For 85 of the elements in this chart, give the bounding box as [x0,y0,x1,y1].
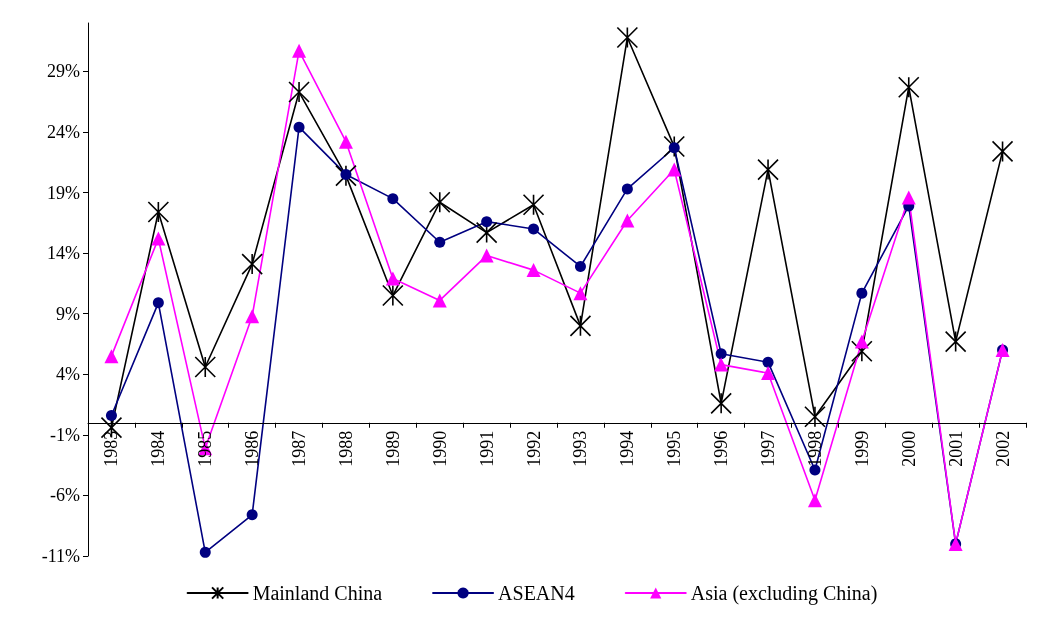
point [335,164,357,187]
point [245,309,260,324]
point [663,135,686,158]
point [481,216,493,228]
point [382,284,404,307]
point [897,76,920,98]
x-tick-label: 1988 [335,430,356,467]
point [151,231,166,246]
x-tick-label: 1985 [195,430,216,467]
x-tick-label: 2001 [945,430,966,467]
x-tick-label: 1984 [148,430,169,467]
point [761,366,776,381]
point [991,140,1014,163]
y-tick-label: 29% [47,61,80,82]
point [668,142,680,154]
y-tick-label: -11% [41,546,80,566]
point [292,43,307,58]
point [152,297,164,309]
point [851,340,873,363]
x-tick-label: 2002 [992,430,1013,467]
point [856,287,868,299]
point [757,158,779,181]
x-tick-label: 1987 [289,430,310,467]
point [104,349,119,364]
point [241,253,263,275]
y-tick-label: 24% [47,122,80,143]
point [385,271,400,286]
point [199,546,211,558]
point [528,223,540,235]
point [479,248,494,263]
x-tick-label: 1997 [758,430,779,467]
point [573,286,588,301]
x-tick-label: 1991 [476,430,497,467]
point [338,134,353,149]
point [616,26,639,49]
point [715,348,727,360]
point [475,221,498,244]
point [621,183,633,195]
point [340,168,352,180]
x-tick-label: 1986 [242,430,263,467]
y-tick-label: 14% [47,243,80,264]
x-tick-label: 1992 [523,430,544,467]
point [574,260,586,272]
y-tick-label: 9% [56,303,80,324]
x-tick-label: 1998 [804,430,825,467]
point [667,162,682,177]
y-tick-label: 4% [56,364,80,385]
point [807,493,822,508]
x-tick-label: 1993 [570,430,591,467]
point [387,193,399,205]
point [522,193,545,216]
point [620,213,635,228]
x-tick-label: 1995 [664,430,685,467]
point [714,357,729,372]
legend-label: ASEAN4 [498,582,575,604]
point [105,409,117,421]
x-tick-label: 1983 [101,430,122,467]
y-tick-label: 19% [47,182,80,203]
point [762,356,774,368]
point [710,392,732,415]
point [854,334,869,349]
point [428,191,451,214]
x-tick-label: 1999 [851,430,872,467]
point [194,356,217,378]
point [526,263,541,278]
point [293,121,305,133]
point [434,236,446,248]
y-tick-label: -6% [50,485,80,506]
point [246,509,258,521]
point [944,330,967,353]
x-tick-label: 2000 [898,430,919,467]
x-tick-label: 1996 [711,430,732,467]
x-tick-label: 1989 [382,430,403,467]
point [809,464,821,476]
legend-label: Asia (excluding China) [690,582,878,605]
y-tick-label: -1% [50,424,80,445]
x-tick-label: 1994 [617,430,638,467]
point [147,201,170,223]
x-tick-label: 1990 [429,430,450,467]
point [569,315,592,337]
point [288,81,310,103]
point [432,293,447,308]
point [901,190,916,205]
legend-label: Mainland China [252,582,383,604]
point [804,405,826,428]
